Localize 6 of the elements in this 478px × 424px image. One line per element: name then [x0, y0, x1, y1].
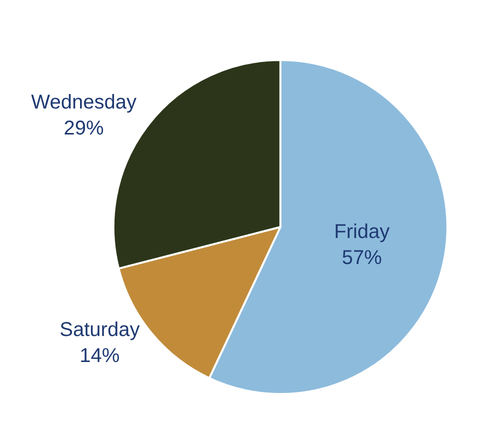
slice-label: Friday	[334, 221, 390, 244]
data-label: 29%	[64, 118, 104, 140]
slice-label: Saturday	[60, 319, 140, 342]
data-label: 14%	[80, 345, 120, 368]
slice-label: Wednesday	[31, 92, 136, 114]
data-label: 57%	[342, 247, 382, 270]
